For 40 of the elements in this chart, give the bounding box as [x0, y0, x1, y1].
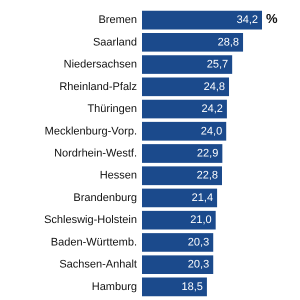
bar: [142, 33, 244, 52]
y-tick-label: Baden-Württemb.: [50, 236, 137, 248]
text: %: [266, 11, 278, 26]
data-label: 22,8: [196, 170, 218, 182]
data-label: 18,5: [181, 280, 203, 293]
bar: [142, 144, 222, 163]
y-tick-label: Brandenburg: [73, 192, 137, 204]
data-label: 21,4: [192, 192, 214, 204]
bar: [142, 122, 226, 141]
data-label: 24,0: [200, 125, 222, 138]
y-tick-label: Niedersachsen: [64, 58, 137, 71]
bar: [142, 10, 262, 30]
data-label: 25,7: [206, 58, 228, 71]
y-tick-label: Thüringen: [87, 103, 137, 116]
bar: [142, 55, 232, 74]
data-label: 22,9: [196, 148, 218, 160]
y-tick-label: Mecklenburg-Vorp.: [44, 125, 137, 138]
y-tick-label: Schleswig-Holstein: [44, 214, 137, 226]
data-label: 20,3: [188, 258, 210, 271]
bar: [142, 100, 227, 118]
bar: [142, 77, 230, 96]
data-label: 34,2: [236, 14, 258, 26]
data-label: 28,8: [218, 36, 240, 48]
bar: [142, 278, 207, 296]
y-tick-label: Nordrhein-Westf.: [54, 148, 137, 160]
y-tick-label: Sachsen-Anhalt: [59, 258, 137, 271]
bar: [142, 188, 218, 208]
data-label: 24,8: [204, 80, 226, 93]
bar: [142, 255, 214, 274]
data-label: 20,3: [188, 236, 210, 248]
bar: [142, 233, 214, 252]
y-tick-label: Saarland: [92, 36, 137, 48]
bar: [142, 210, 216, 230]
data-label: 24,2: [201, 103, 223, 116]
y-tick-label: Hessen: [100, 170, 137, 182]
y-tick-label: Bremen: [98, 14, 137, 26]
data-label: 21,0: [190, 214, 212, 226]
y-tick-label: Hamburg: [92, 280, 137, 293]
bar: [142, 166, 222, 186]
y-tick-label: Rheinland-Pfalz: [59, 80, 137, 93]
